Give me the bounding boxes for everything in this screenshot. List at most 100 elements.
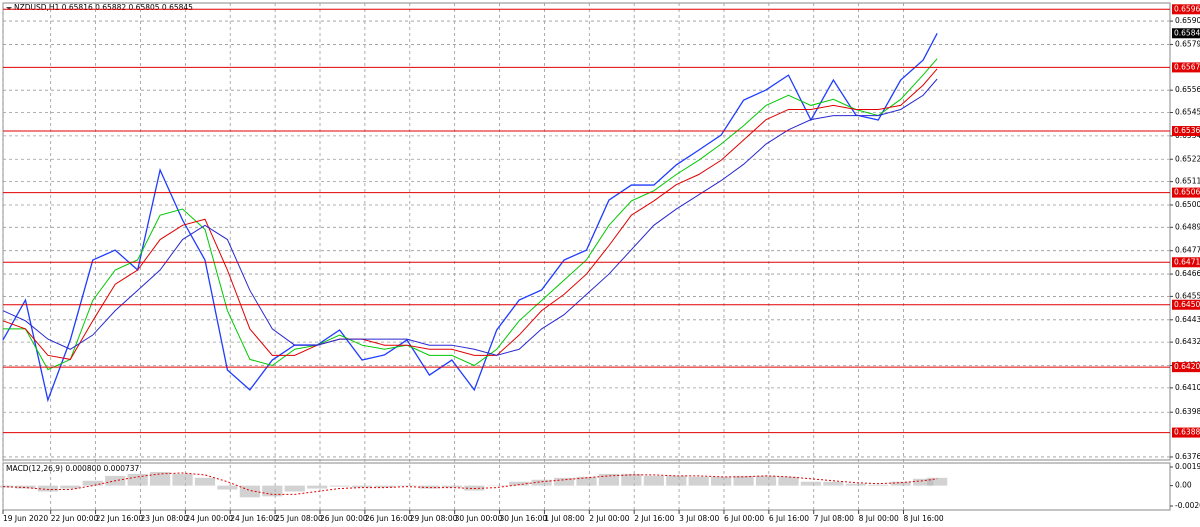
x-tick-label: 26 Jun 16:00 xyxy=(365,514,413,523)
macd-bar xyxy=(284,485,305,492)
level-label-bg xyxy=(1172,427,1200,438)
macd-bar xyxy=(351,485,373,488)
y-tick-label: 0.64435 xyxy=(1175,315,1200,324)
y-tick-label: 0.65455 xyxy=(1175,108,1200,117)
level-label-bg xyxy=(1172,299,1200,310)
macd-bar xyxy=(15,485,36,489)
macd-bar xyxy=(711,476,732,486)
x-tick-label: 7 Jul 08:00 xyxy=(814,514,854,523)
y-tick-label: 0.64325 xyxy=(1175,337,1200,346)
level-label: 0.65677 xyxy=(1174,62,1200,71)
macd-bar xyxy=(307,485,328,489)
y-tick-label: 0.00 xyxy=(1175,481,1192,490)
x-tick-label: 22 Jun 16:00 xyxy=(96,514,144,523)
level-label-bg xyxy=(1172,4,1200,15)
price-line xyxy=(2,32,938,403)
macd-bar xyxy=(800,481,822,486)
level-label: 0.65963 xyxy=(1174,4,1200,13)
macd-bar xyxy=(172,473,193,486)
macd-bar xyxy=(60,485,81,489)
x-tick-label: 25 Jun 08:00 xyxy=(275,514,323,523)
last-price-bg xyxy=(1172,28,1200,39)
macd-bar xyxy=(0,485,14,488)
x-tick-label: 24 Jun 00:00 xyxy=(185,514,233,523)
macd-bar xyxy=(913,478,934,486)
x-tick-label: 19 Jun 2020 xyxy=(3,514,48,523)
x-tick-label: 8 Jul 16:00 xyxy=(903,514,943,523)
x-tick-label: 26 Jun 00:00 xyxy=(320,514,368,523)
macd-bar xyxy=(396,485,418,487)
macd-signal xyxy=(2,472,938,495)
y-tick-label: 0.64775 xyxy=(1175,246,1200,255)
x-tick-label: 3 Jul 08:00 xyxy=(679,514,719,523)
macd-bar xyxy=(868,484,889,486)
macd-bar xyxy=(127,473,148,486)
level-label: 0.6388 xyxy=(1174,428,1200,437)
y-tick-label: 0.00191 xyxy=(1175,462,1200,471)
y-tick-label: 0.65905 xyxy=(1175,16,1200,25)
moving-average xyxy=(3,58,938,371)
x-tick-label: 6 Jul 00:00 xyxy=(724,514,764,523)
macd-bar xyxy=(441,485,462,488)
macd-title: MACD(12,26,9) 0.000800 0.000737 xyxy=(6,464,140,473)
macd-bar xyxy=(149,471,171,486)
macd-bar xyxy=(217,485,238,490)
x-tick-label: 2 Jul 00:00 xyxy=(589,514,629,523)
macd-bar xyxy=(553,477,575,486)
last-price-label: 0.65845 xyxy=(1174,28,1200,37)
macd-bar xyxy=(621,473,642,486)
moving-average xyxy=(2,78,938,356)
macd-bar xyxy=(755,475,777,486)
x-tick-label: 23 Jun 08:00 xyxy=(140,514,188,523)
x-tick-label: 1 Jul 08:00 xyxy=(544,514,584,523)
macd-bar xyxy=(329,485,350,487)
x-tick-label: 24 Jun 16:00 xyxy=(230,514,278,523)
macd-bar xyxy=(688,476,709,486)
macd-bar xyxy=(576,476,597,486)
level-label-bg xyxy=(1172,187,1200,198)
y-tick-label: 0.65225 xyxy=(1175,154,1200,163)
level-label-bg xyxy=(1172,126,1200,137)
macd-bar xyxy=(374,485,395,488)
macd-bar xyxy=(82,480,103,486)
level-label: 0.64202 xyxy=(1174,362,1200,371)
macd-bar xyxy=(37,485,58,492)
macd-bar xyxy=(194,477,216,486)
x-tick-label: 29 Jun 08:00 xyxy=(410,514,458,523)
y-tick-label: 0.65115 xyxy=(1175,177,1200,186)
level-label-bg xyxy=(1172,362,1200,373)
macd-bar xyxy=(419,485,440,489)
x-tick-label: 30 Jun 00:00 xyxy=(455,514,503,523)
level-label-bg xyxy=(1172,257,1200,268)
y-tick-label: 0.65565 xyxy=(1175,85,1200,94)
macd-bar xyxy=(845,483,866,486)
macd-bar xyxy=(778,476,799,486)
level-label: 0.65061 xyxy=(1174,188,1200,197)
macd-bar xyxy=(890,481,911,486)
y-tick-label: -0.00209 xyxy=(1175,501,1200,510)
chart-title: NZDUSD,H1 0.65816 0.65882 0.65805 0.6584… xyxy=(14,3,193,12)
macd-bar xyxy=(666,475,687,486)
macd-bar xyxy=(239,485,260,498)
x-tick-label: 30 Jun 16:00 xyxy=(500,514,548,523)
macd-bar xyxy=(733,475,754,486)
x-tick-label: 2 Jul 16:00 xyxy=(634,514,674,523)
macd-bar xyxy=(262,485,283,497)
macd-bar xyxy=(486,485,507,487)
x-tick-label: 22 Jun 00:00 xyxy=(51,514,99,523)
level-label: 0.65364 xyxy=(1174,126,1200,135)
menu-icon xyxy=(6,7,12,10)
macd-bar xyxy=(643,475,664,486)
macd-bar xyxy=(598,473,620,486)
moving-average xyxy=(2,68,938,360)
macd-bar xyxy=(927,477,948,486)
